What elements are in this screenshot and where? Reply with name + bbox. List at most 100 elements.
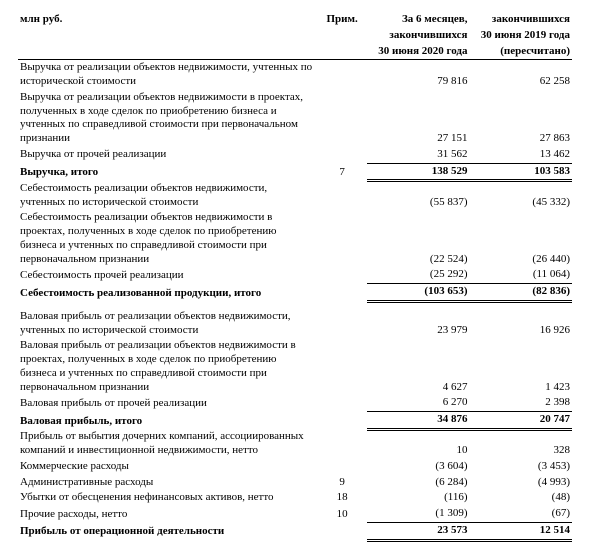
table-row: Выручка от прочей реализации 31 56213 462 [18,147,572,163]
row-note [317,338,367,395]
table-row: Убытки от обесценения нефинансовых актив… [18,490,572,506]
row-note [317,395,367,411]
row-desc: Административные расходы [18,475,317,491]
row-value-2020: 138 529 [367,163,469,181]
row-desc: Валовая прибыль от прочей реализации [18,395,317,411]
table-row: Прочие расходы, нетто10(1 309)(67) [18,506,572,522]
row-value-2019: 20 747 [470,412,573,430]
row-value-2019: (3 453) [470,459,573,475]
row-note [317,181,367,211]
row-value-2019: (82 836) [470,284,573,302]
row-note [317,90,367,147]
row-desc: Прибыль от выбытия дочерних компаний, ас… [18,429,317,459]
row-note [317,60,367,90]
row-note [317,267,367,283]
col1-header: За 6 месяцев, [367,12,469,28]
row-desc: Прибыль от операционной деятельности [18,522,317,540]
row-value-2020: 34 876 [367,412,469,430]
row-desc: Валовая прибыль, итого [18,412,317,430]
row-value-2019: (11 064) [470,267,573,283]
row-note [317,459,367,475]
table-header: млн руб.Прим.За 6 месяцев,закончившихсяз… [18,12,572,60]
row-desc: Валовая прибыль от реализации объектов н… [18,309,317,339]
row-value-2020: (103 653) [367,284,469,302]
table-row: Валовая прибыль от реализации объектов н… [18,338,572,395]
table-row: Выручка, итого7138 529103 583 [18,163,572,181]
row-value-2019: 12 514 [470,522,573,540]
table-row: Себестоимость реализации объектов недвиж… [18,210,572,267]
row-desc: Выручка от прочей реализации [18,147,317,163]
row-desc: Себестоимость реализованной продукции, и… [18,284,317,302]
row-value-2020: 79 816 [367,60,469,90]
row-note [317,522,367,540]
note-header: Прим. [317,12,367,60]
row-desc: Выручка, итого [18,163,317,181]
row-value-2020: 23 979 [367,309,469,339]
row-value-2020: (116) [367,490,469,506]
row-value-2020: 27 151 [367,90,469,147]
row-value-2019: 328 [470,429,573,459]
row-desc: Себестоимость прочей реализации [18,267,317,283]
row-note: 9 [317,475,367,491]
row-note [317,284,367,302]
row-value-2019: 103 583 [470,163,573,181]
row-value-2019: 13 462 [470,147,573,163]
row-value-2020: (3 604) [367,459,469,475]
financial-statement-table: млн руб.Прим.За 6 месяцев,закончившихсяз… [18,12,572,542]
row-desc: Коммерческие расходы [18,459,317,475]
row-value-2020: (22 524) [367,210,469,267]
row-value-2019: (26 440) [470,210,573,267]
row-note [317,309,367,339]
table-body: Выручка от реализации объектов недвижимо… [18,60,572,540]
row-desc: Себестоимость реализации объектов недвиж… [18,210,317,267]
table-row: Себестоимость реализованной продукции, и… [18,284,572,302]
row-desc: Выручка от реализации объектов недвижимо… [18,60,317,90]
row-note [317,412,367,430]
table-row: Прибыль от операционной деятельности 23 5… [18,522,572,540]
table-row: Валовая прибыль, итого 34 87620 747 [18,412,572,430]
table-row: Административные расходы9(6 284)(4 993) [18,475,572,491]
row-value-2020: 6 270 [367,395,469,411]
col1-header: закончившихся [367,28,469,44]
row-value-2020: 23 573 [367,522,469,540]
table-row: Валовая прибыль от прочей реализации 6 27… [18,395,572,411]
table-row: Коммерческие расходы (3 604)(3 453) [18,459,572,475]
row-value-2020: (55 837) [367,181,469,211]
row-note: 7 [317,163,367,181]
row-note [317,429,367,459]
col2-header: (пересчитано) [470,44,573,60]
row-value-2019: 2 398 [470,395,573,411]
table-row: Выручка от реализации объектов недвижимо… [18,60,572,90]
row-desc: Выручка от реализации объектов недвижимо… [18,90,317,147]
row-desc: Себестоимость реализации объектов недвиж… [18,181,317,211]
row-note [317,210,367,267]
table-row: Валовая прибыль от реализации объектов н… [18,309,572,339]
row-note: 10 [317,506,367,522]
row-desc: Прочие расходы, нетто [18,506,317,522]
table-row: Выручка от реализации объектов недвижимо… [18,90,572,147]
row-value-2019: 1 423 [470,338,573,395]
row-desc: Валовая прибыль от реализации объектов н… [18,338,317,395]
row-value-2020: 4 627 [367,338,469,395]
col2-header: закончившихся [470,12,573,28]
col2-header: 30 июня 2019 года [470,28,573,44]
table-row: Себестоимость прочей реализации (25 292)(… [18,267,572,283]
row-value-2019: 16 926 [470,309,573,339]
unit-label: млн руб. [18,12,317,60]
row-value-2020: (6 284) [367,475,469,491]
row-value-2020: 31 562 [367,147,469,163]
row-value-2020: (1 309) [367,506,469,522]
row-value-2020: (25 292) [367,267,469,283]
row-value-2019: (48) [470,490,573,506]
row-note: 18 [317,490,367,506]
table-row: Прибыль от выбытия дочерних компаний, ас… [18,429,572,459]
row-note [317,147,367,163]
row-value-2019: 27 863 [470,90,573,147]
row-desc: Убытки от обесценения нефинансовых актив… [18,490,317,506]
row-value-2019: (4 993) [470,475,573,491]
row-value-2019: (45 332) [470,181,573,211]
table-row: Себестоимость реализации объектов недвиж… [18,181,572,211]
row-value-2019: 62 258 [470,60,573,90]
col1-header: 30 июня 2020 года [367,44,469,60]
row-value-2019: (67) [470,506,573,522]
